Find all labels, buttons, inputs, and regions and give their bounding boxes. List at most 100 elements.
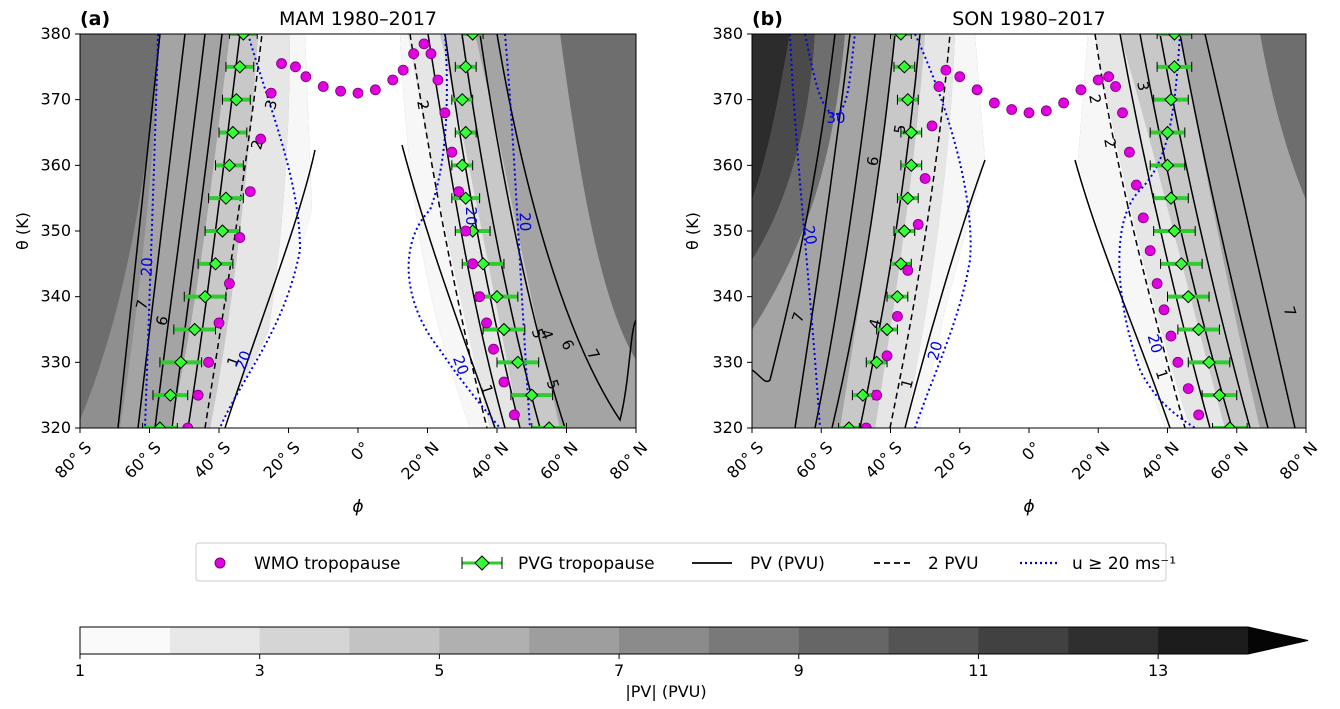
y-tick-label: 370 [712,90,743,109]
pvg-point [455,92,469,107]
wmo-point [871,389,883,401]
colorbar-tick-label: 13 [1148,661,1168,680]
wmo-point [1117,107,1128,119]
u-contour-labels-b: 30 20 20 20 [799,109,1166,362]
colorbar-band [169,627,261,654]
pv-contour-nh-1 [401,144,496,428]
pvg-point [497,322,511,337]
wmo-point [520,430,530,440]
wmo-point [1172,356,1184,368]
colorbar-band [1068,627,1159,654]
pvg-point [1191,322,1206,337]
pv-fill-band-5 [752,34,1306,428]
pvg-point [1160,125,1175,140]
pv-contour-sh-6 [794,34,851,428]
x-tick-label: 60° S [121,438,165,482]
pvg-point [525,388,539,402]
x-tick-label: 0° [1018,438,1044,464]
pv-contour-sh-7 [752,34,836,382]
pvg-point [1181,289,1195,304]
pv-contour-nh-7 [496,34,636,422]
wmo-point [902,264,914,276]
wmo-point [1165,330,1177,342]
wmo-point [213,317,225,329]
y-tick-label: 320 [40,418,71,437]
x-tick-label: 40° N [467,438,513,484]
pv-contour-nh-5 [461,34,541,428]
pvg-point [226,125,240,140]
contour-label: 3 [261,98,281,112]
pvg-point [897,224,912,238]
pv-fill-tropical-low [920,34,1165,428]
wmo-point [912,219,924,230]
contour-label: 1 [897,377,917,391]
wmo-point [352,87,364,99]
wmo-point [446,146,458,158]
wmo-point [1058,97,1070,109]
y-tick-label: 340 [712,287,743,306]
pv-contour-sh-4 [171,34,223,428]
contour-label: 20 [924,339,946,362]
contour-label: 7 [132,298,152,312]
pvg-point [894,257,908,271]
x-tick-label: 0° [347,438,373,464]
colorbar-tick-label: 7 [614,661,624,680]
wmo-point [1137,212,1149,224]
u20-contour-sh-outer [144,34,159,428]
wmo-point [439,107,451,119]
pvg-point [490,289,504,304]
pvg-point [1212,388,1227,402]
wmo-point [481,317,492,329]
pv-contour-sh-6 [137,34,186,428]
wmo-point [1023,107,1035,119]
x-tick-label: 40° S [862,438,906,482]
contour-label: 20 [516,212,535,232]
pvg-point [198,289,212,304]
wmo-point [498,376,510,388]
x-tick-label: 20° N [1068,438,1114,484]
legend: WMO tropopause PVG tropopause PV (PVU) 2… [195,542,1176,582]
pvg-point [233,60,247,74]
pv-contour-nh-7 [1204,34,1296,428]
x-tick-label: 80° N [1276,438,1322,484]
pvg-point [476,257,490,271]
contour-label: 2 [1100,137,1119,150]
contour-label: 6 [152,314,172,328]
wmo-point [1158,304,1170,316]
wmo-point [418,38,430,50]
wmo-point [397,64,409,76]
colorbar-extend-arrow [1248,627,1308,654]
panel-a-xlabel: ϕ [352,497,363,517]
colorbar-band [80,627,171,654]
wmo-point [460,225,472,237]
x-tick-label: 20° S [260,438,304,482]
u20-contour-nh-outer [504,34,531,428]
pv-fill-dark-band [80,34,636,420]
contour-label: 5 [890,123,909,136]
wmo-point [255,133,267,145]
contour-label: 30 [826,109,845,127]
y-tick-label: 350 [40,221,71,240]
wmo-point [881,350,893,362]
pv-contour-sh-4 [831,34,896,428]
wmo-point [971,84,983,96]
wmo-point [954,71,966,83]
wmo-point [224,278,235,289]
colorbar-band [439,627,530,654]
pvg-point [465,34,480,41]
pvg-point [1174,257,1189,271]
panel-a-title: MAM 1980–2017 [279,8,437,30]
pvg-point [869,355,884,370]
wmo-point [988,97,1000,109]
colorbar: 1 3 5 7 9 11 13 |PV| (PVU) [75,626,1309,701]
contour-label: 20 [1144,332,1166,355]
wmo-tropopause-b [860,64,1205,428]
pvg-point [542,421,556,428]
pv-contour-sh-3 [187,34,241,428]
pvg-point [459,125,473,140]
pv-contours [117,34,636,428]
pv-contour-nh-6 [479,34,566,428]
panel-a-label: (a) [80,8,110,30]
colorbar-band [798,627,890,654]
wmo-point [933,81,945,92]
